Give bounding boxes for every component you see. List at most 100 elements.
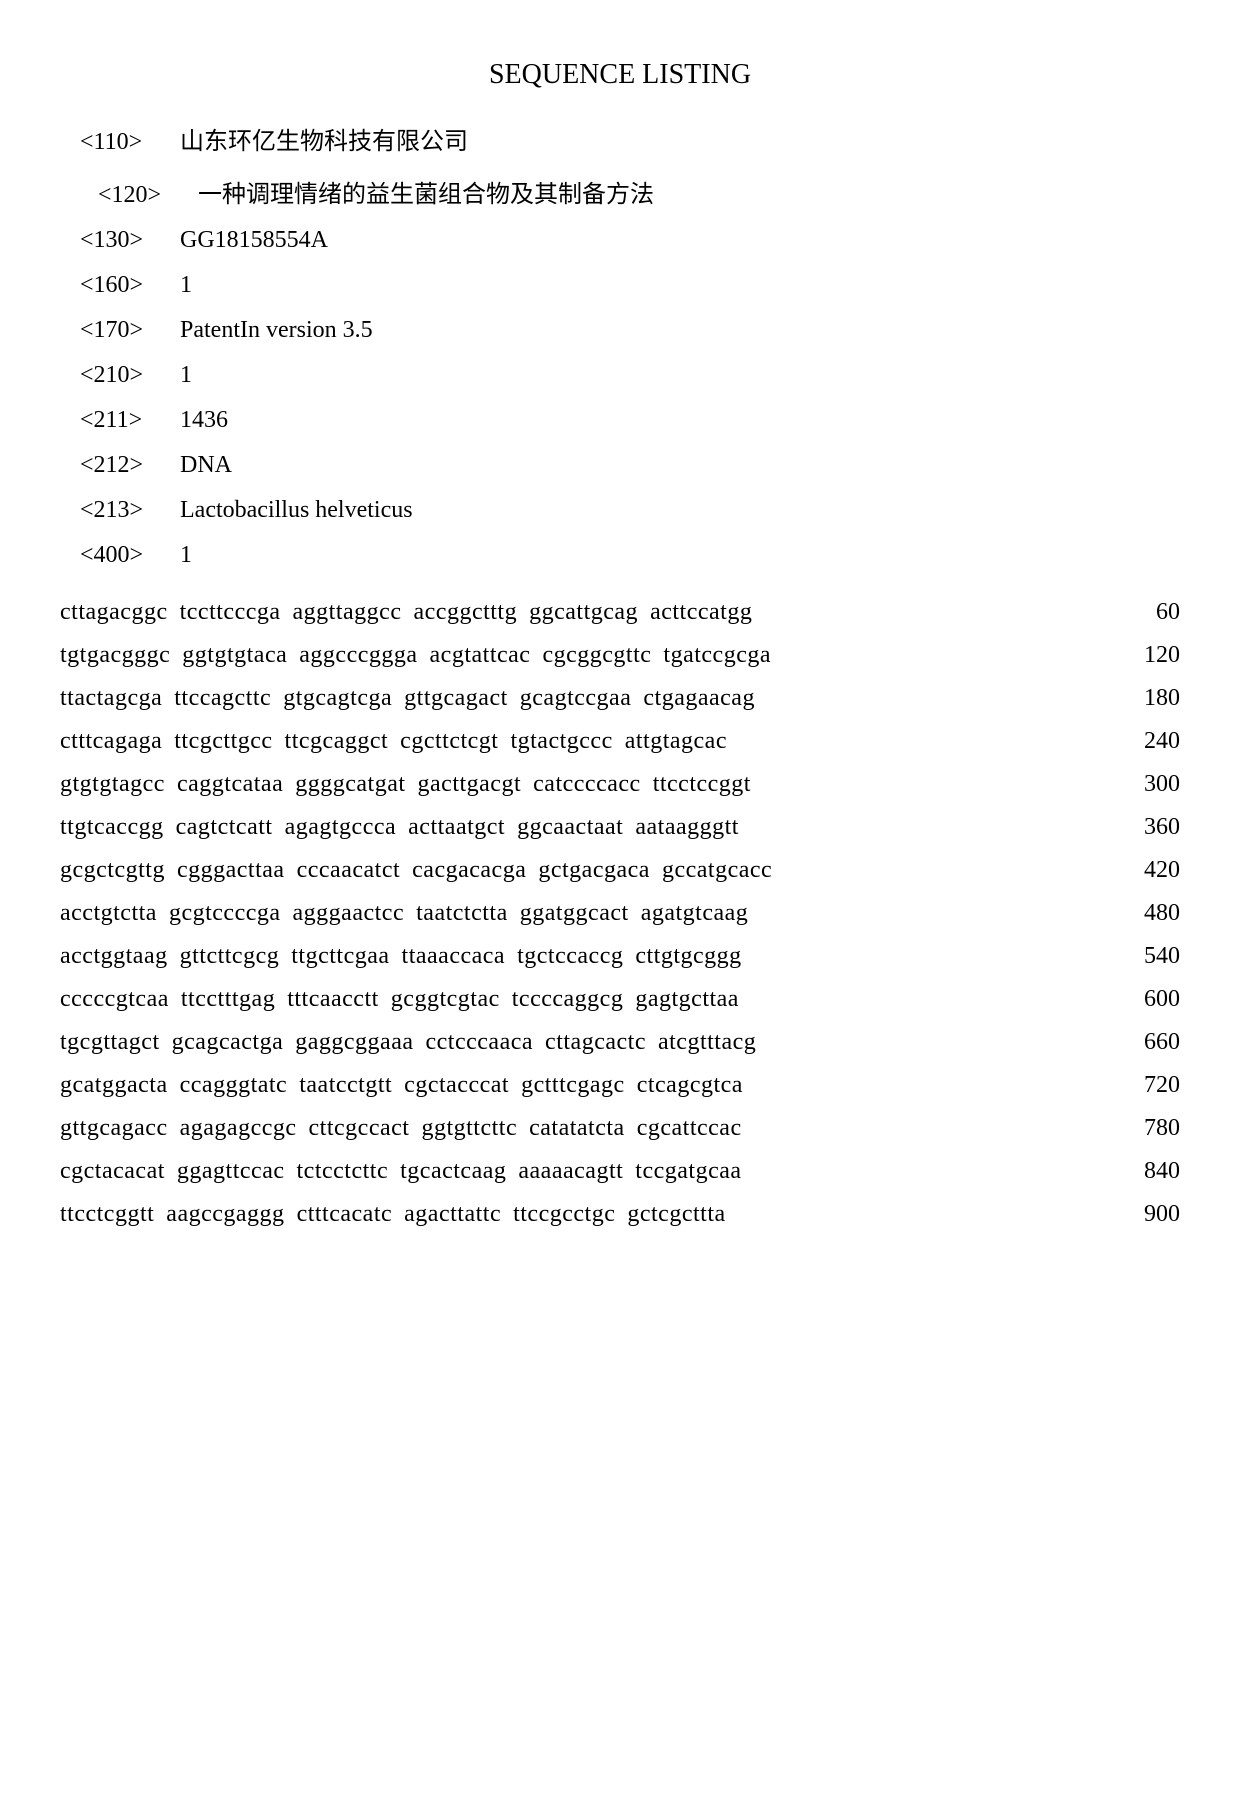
sequence-blocks: cccccgtcaattcctttgagtttcaaccttgcggtcgtac… (60, 986, 739, 1013)
sequence-block: ctttcacatc (297, 1201, 393, 1228)
sequence-block: aggcccggga (299, 642, 417, 669)
sequence-block: agatgtcaag (641, 900, 749, 927)
sequence-block: ctgagaacag (643, 685, 755, 712)
sequence-block: accggctttg (413, 599, 517, 626)
sequence-row: tgcgttagctgcagcactgagaggcggaaacctcccaaca… (60, 1029, 1180, 1056)
header-value: GG18158554A (180, 227, 328, 254)
header-tag: <211> (80, 407, 170, 434)
sequence-block: ggcattgcag (529, 599, 638, 626)
header-row: <120> 一种调理情绪的益生菌组合物及其制备方法 (98, 174, 1180, 209)
sequence-row: gttgcagaccagagagccgccttcgccactggtgttcttc… (60, 1115, 1180, 1142)
header-tag: <120> (98, 182, 188, 209)
header-value: 1436 (180, 407, 228, 434)
sequence-block: tgcgttagct (60, 1029, 160, 1056)
sequence-row: cgctacacatggagttccactctcctcttctgcactcaag… (60, 1158, 1180, 1185)
sequence-position: 900 (1120, 1201, 1180, 1228)
sequence-blocks: acctggtaaggttcttcgcgttgcttcgaattaaaccaca… (60, 943, 742, 970)
sequence-position: 420 (1120, 857, 1180, 884)
header-row: <211> 1436 (80, 407, 1180, 434)
sequence-block: ggtgttcttc (421, 1115, 517, 1142)
header-row: <213>Lactobacillus helveticus (80, 497, 1180, 524)
header-value: PatentIn version 3.5 (180, 317, 373, 344)
sequence-row: acctgtcttagcgtccccgaagggaactcctaatctctta… (60, 900, 1180, 927)
sequence-block: tgctccaccg (517, 943, 623, 970)
sequence-block: gcggtcgtac (391, 986, 500, 1013)
sequence-block: gcgctcgttg (60, 857, 165, 884)
sequence-block: acgtattcac (430, 642, 531, 669)
sequence-blocks: ttcctcggttaagccgagggctttcacatcagacttattc… (60, 1201, 726, 1228)
header-value: 一种调理情绪的益生菌组合物及其制备方法 (198, 174, 654, 209)
sequence-row: gtgtgtagcccaggtcataaggggcatgatgacttgacgt… (60, 771, 1180, 798)
sequence-row: cccccgtcaattcctttgagtttcaaccttgcggtcgtac… (60, 986, 1180, 1013)
sequence-blocks: acctgtcttagcgtccccgaagggaactcctaatctctta… (60, 900, 748, 927)
header-tag: <212> (80, 452, 170, 479)
sequence-blocks: ttgtcaccggcagtctcattagagtgcccaacttaatgct… (60, 814, 739, 841)
sequence-block: tttcaacctt (287, 986, 379, 1013)
sequence-position: 300 (1120, 771, 1180, 798)
sequence-block: ttcgcaggct (285, 728, 389, 755)
sequence-blocks: ctttcagagattcgcttgccttcgcaggctcgcttctcgt… (60, 728, 727, 755)
sequence-block: tgtgacgggc (60, 642, 170, 669)
header-value: Lactobacillus helveticus (180, 497, 413, 524)
header-row: <130>GG18158554A (80, 227, 1180, 254)
sequence-position: 540 (1120, 943, 1180, 970)
sequence-block: ttcgcttgcc (174, 728, 272, 755)
sequence-block: gcagtccgaa (520, 685, 632, 712)
sequence-block: ttccgcctgc (513, 1201, 615, 1228)
header-value: 山东环亿生物科技有限公司 (180, 121, 468, 156)
sequence-block: cccaacatct (297, 857, 401, 884)
sequence-block: aagccgaggg (166, 1201, 284, 1228)
sequence-blocks: tgtgacgggcggtgtgtacaaggcccgggaacgtattcac… (60, 642, 771, 669)
sequence-block: acttaatgct (408, 814, 505, 841)
sequence-position: 720 (1120, 1072, 1180, 1099)
sequence-blocks: tgcgttagctgcagcactgagaggcggaaacctcccaaca… (60, 1029, 756, 1056)
sequence-block: acctgtctta (60, 900, 157, 927)
sequence-block: gcgtccccga (169, 900, 281, 927)
sequence-section: cttagacggctccttcccgaaggttaggccaccggctttg… (60, 599, 1180, 1228)
header-tag: <160> (80, 272, 170, 299)
sequence-position: 360 (1120, 814, 1180, 841)
sequence-row: ctttcagagattcgcttgccttcgcaggctcgcttctcgt… (60, 728, 1180, 755)
sequence-block: ttaaaccaca (402, 943, 506, 970)
header-value: 1 (180, 272, 192, 299)
sequence-block: ggcaactaat (517, 814, 623, 841)
sequence-block: gttgcagacc (60, 1115, 168, 1142)
sequence-block: gaggcggaaa (295, 1029, 413, 1056)
sequence-blocks: gcatggactaccagggtatctaatcctgttcgctacccat… (60, 1072, 743, 1099)
sequence-block: cttgtgcggg (635, 943, 741, 970)
sequence-blocks: gcgctcgttgcgggacttaacccaacatctcacgacacga… (60, 857, 772, 884)
sequence-block: ctttcagaga (60, 728, 162, 755)
sequence-row: gcgctcgttgcgggacttaacccaacatctcacgacacga… (60, 857, 1180, 884)
sequence-block: ttccagcttc (174, 685, 271, 712)
sequence-block: ggatggcact (520, 900, 629, 927)
sequence-block: attgtagcac (625, 728, 727, 755)
sequence-block: atcgtttacg (658, 1029, 756, 1056)
sequence-block: gcatggacta (60, 1072, 168, 1099)
sequence-block: acctggtaag (60, 943, 168, 970)
sequence-block: tgatccgcga (663, 642, 771, 669)
header-tag: <110> (80, 129, 170, 156)
sequence-blocks: ttactagcgattccagcttcgtgcagtcgagttgcagact… (60, 685, 755, 712)
header-row: <400>1 (80, 542, 1180, 569)
header-value: DNA (180, 452, 232, 479)
sequence-block: aggttaggcc (293, 599, 402, 626)
sequence-block: ttcctttgag (181, 986, 275, 1013)
sequence-block: tccttcccga (180, 599, 281, 626)
sequence-block: agagagccgc (180, 1115, 297, 1142)
sequence-block: catccccacc (533, 771, 641, 798)
sequence-block: ggagttccac (177, 1158, 285, 1185)
sequence-block: aataagggtt (635, 814, 739, 841)
sequence-block: gtgtgtagcc (60, 771, 165, 798)
sequence-block: ttgtcaccgg (60, 814, 164, 841)
sequence-block: acttccatgg (650, 599, 752, 626)
sequence-position: 60 (1120, 599, 1180, 626)
sequence-block: ttgcttcgaa (291, 943, 389, 970)
page-title: SEQUENCE LISTING (60, 59, 1180, 91)
sequence-position: 180 (1120, 685, 1180, 712)
sequence-block: caggtcataa (177, 771, 283, 798)
sequence-block: ttcctcggtt (60, 1201, 154, 1228)
sequence-blocks: cgctacacatggagttccactctcctcttctgcactcaag… (60, 1158, 742, 1185)
header-tag: <400> (80, 542, 170, 569)
sequence-block: gctttcgagc (521, 1072, 625, 1099)
sequence-block: cgctacccat (404, 1072, 509, 1099)
